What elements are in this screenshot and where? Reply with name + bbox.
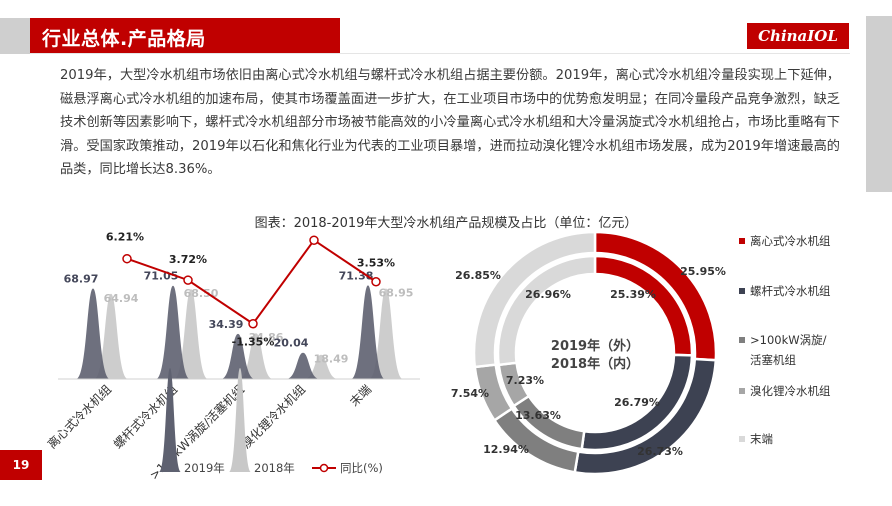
outer-label-3: 7.54% [451,387,489,400]
bar-label-2019-3: 20.04 [274,337,309,350]
donut-legend-item-4: 末端 [739,432,773,446]
legend-text-yoy: 同比(%) [340,461,383,475]
inner-slice-4 [496,254,597,367]
legend-swatch-2019 [159,368,181,472]
bar-2019-2 [221,333,255,379]
legend-swatch-2018 [229,368,251,472]
legend-item-2018: 2018年 [229,368,295,475]
bar-2018-0 [94,293,128,379]
legend-text-2018: 2018年 [254,461,295,475]
outer-label-2: 12.94% [483,443,529,456]
bar-2019-1 [156,285,190,379]
title-banner-red [30,18,340,54]
legend-text-2019: 2019年 [184,461,225,475]
donut-legend-swatch-0 [739,238,745,244]
header-divider [30,53,850,54]
yoy-point-2 [248,318,258,329]
donut-chart: 2019年（外） 2018年（内） 25.95% 26.73% 12.94% 7.54% 2… [451,230,831,476]
donut-legend-text-2: >100kW涡旋/ [750,333,827,347]
bar-2018-1 [174,289,208,379]
bar-2019-4 [351,285,385,379]
outer-label-0: 25.95% [680,265,726,278]
outer-slice-4 [472,230,597,369]
bar-label-2018-0: 64.94 [104,292,139,305]
center-label-outer: 2019年（外） [551,338,639,354]
donut-legend-swatch-2 [739,337,745,343]
bar-2019-0 [76,288,110,379]
donut-legend-swatch-4 [739,436,745,442]
inner-label-1: 26.79% [614,396,660,409]
bar-label-2019-2: 34.39 [209,318,244,331]
outer-label-4: 26.85% [455,269,501,282]
donut-legend-item-3: 溴化锂冷水机组 [739,384,831,398]
bar-2018-2 [239,333,273,379]
page-number: 19 [0,450,42,480]
donut-legend-swatch-3 [739,388,745,394]
inner-label-2: 13.63% [515,409,561,422]
bar-2018-4 [369,288,403,379]
yoy-label-0: 6.21% [106,231,144,244]
inner-label-4: 26.96% [525,288,571,301]
legend-swatch-yoy-point [319,463,329,473]
yoy-label-1: 3.72% [169,253,207,266]
top-strip [0,0,892,14]
inner-label-3: 7.23% [506,374,544,387]
donut-legend-item-0: 离心式冷水机组 [739,234,831,248]
yoy-label-4: 3.53% [357,257,395,270]
bar-2018-3 [304,354,338,379]
donut-legend-swatch-1 [739,288,745,294]
category-label-4: 末端 [347,382,374,409]
donut-legend-text-3: 溴化锂冷水机组 [750,384,831,398]
bar-label-2019-0: 68.97 [64,272,99,285]
bar-2019-3 [286,352,320,379]
bar-label-2019-4: 71.38 [339,269,374,282]
center-label-inner: 2018年（内） [551,356,639,372]
category-label-3: 溴化锂冷水机组 [238,382,308,452]
yoy-point-3 [309,235,319,245]
donut-legend-item-2: >100kW涡旋/活塞机组 [739,333,827,367]
legend-item-yoy: 同比(%) [312,461,383,475]
brand-logo: ChinaIOL [747,23,849,49]
inner-label-0: 25.39% [610,288,656,301]
right-accent-bar [866,16,892,192]
outer-label-1: 26.73% [637,445,683,458]
bar-label-2018-4: 68.95 [379,287,414,300]
donut-legend-item-1: 螺杆式冷水机组 [739,284,831,298]
yoy-label-2: -1.35% [232,336,275,349]
yoy-point-1 [183,275,193,285]
donut-legend-text-2-b: 活塞机组 [750,353,796,367]
title-banner [0,18,340,54]
bar-label-2018-3: 18.49 [314,353,349,366]
legend-item-2019: 2019年 [159,368,225,475]
bar-label-2018-1: 68.50 [184,287,219,300]
yoy-point-4 [371,276,381,287]
bar-label-2018-2: 34.86 [249,331,284,344]
bar-label-2019-1: 71.05 [144,270,179,283]
body-paragraph: 2019年，大型冷水机组市场依旧由离心式冷水机组与螺杆式冷水机组占据主要份额。2… [60,68,840,177]
yoy-point-0 [122,253,132,264]
donut-legend-text-1: 螺杆式冷水机组 [750,284,831,298]
chart-caption: 图表：2018-2019年大型冷水机组产品规模及占比（单位：亿元） [254,216,638,231]
donut-legend-text-4: 末端 [750,432,773,446]
title-banner-grey [0,18,30,54]
category-label-0: 离心式冷水机组 [44,382,114,452]
donut-legend-text-0: 离心式冷水机组 [750,234,831,248]
page-title: 行业总体.产品格局 [42,28,206,50]
